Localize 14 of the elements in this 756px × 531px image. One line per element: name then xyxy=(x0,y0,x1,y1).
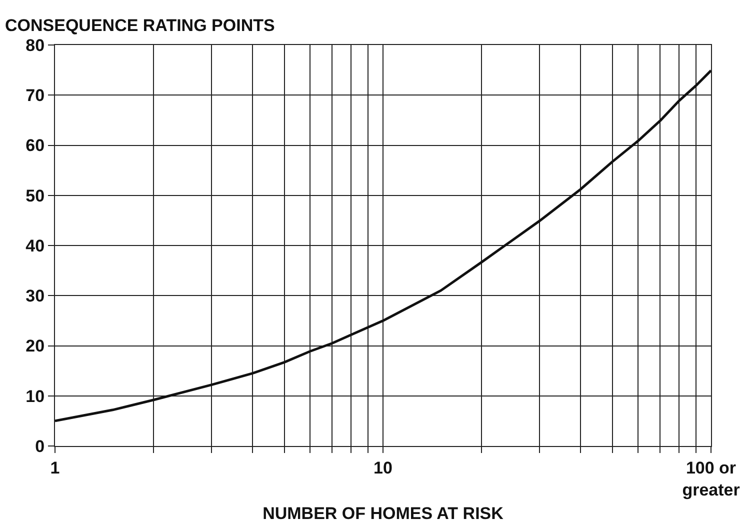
y-tick-label: 60 xyxy=(26,136,45,156)
x-tick-label: 100 or greater xyxy=(682,458,740,500)
y-tick-label: 20 xyxy=(26,336,45,356)
x-tick-label: 10 xyxy=(374,458,392,478)
y-tick-label: 40 xyxy=(26,236,45,256)
y-tick-label: 80 xyxy=(26,36,45,55)
y-axis-title: CONSEQUENCE RATING POINTS xyxy=(5,16,275,35)
y-tick-label: 30 xyxy=(26,286,45,306)
y-tick-label: 0 xyxy=(35,436,45,456)
y-tick-label: 70 xyxy=(26,86,45,106)
x-axis-title: NUMBER OF HOMES AT RISK xyxy=(262,504,504,523)
y-tick-label: 10 xyxy=(26,386,45,406)
y-tick-label: 50 xyxy=(26,186,45,206)
x-tick-label: 1 xyxy=(50,458,60,478)
